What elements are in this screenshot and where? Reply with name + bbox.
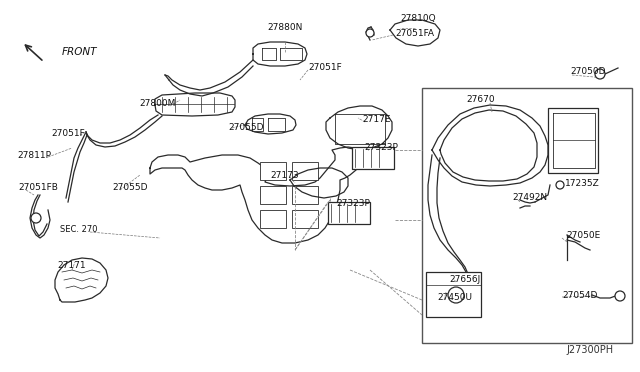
Bar xyxy=(292,210,318,228)
Text: 27811P: 27811P xyxy=(17,151,51,160)
Circle shape xyxy=(595,69,605,79)
Text: 27055D: 27055D xyxy=(112,183,147,192)
Text: 17235Z: 17235Z xyxy=(565,179,600,187)
Text: 27050D: 27050D xyxy=(570,67,605,77)
Text: 27054D: 27054D xyxy=(562,291,597,299)
Bar xyxy=(352,147,394,169)
Bar xyxy=(426,272,481,317)
Bar xyxy=(260,162,286,180)
Text: 27050E: 27050E xyxy=(566,231,600,240)
Text: 27323P: 27323P xyxy=(336,199,370,208)
Text: 27323P: 27323P xyxy=(364,144,398,153)
Bar xyxy=(292,186,318,204)
Text: 27051F: 27051F xyxy=(308,64,342,73)
Bar xyxy=(292,162,318,180)
Text: 27173: 27173 xyxy=(270,170,299,180)
Text: 27051FA: 27051FA xyxy=(395,29,434,38)
Text: 27656J: 27656J xyxy=(449,276,480,285)
Text: 2717E: 2717E xyxy=(362,115,390,125)
Text: 27051FB: 27051FB xyxy=(18,183,58,192)
Text: 27051F: 27051F xyxy=(51,128,85,138)
Text: 27450U: 27450U xyxy=(437,294,472,302)
Circle shape xyxy=(366,29,374,37)
Circle shape xyxy=(31,213,41,223)
Text: 27055D: 27055D xyxy=(228,122,264,131)
Circle shape xyxy=(556,181,564,189)
Circle shape xyxy=(448,287,464,303)
Bar xyxy=(422,88,632,343)
Text: 27171: 27171 xyxy=(57,262,86,270)
Text: 27800M: 27800M xyxy=(140,99,176,109)
Text: J27300PH: J27300PH xyxy=(566,345,614,355)
Text: 27880N: 27880N xyxy=(268,23,303,32)
Text: 27810Q: 27810Q xyxy=(400,13,436,22)
Text: 27492N: 27492N xyxy=(512,193,547,202)
Text: SEC. 270: SEC. 270 xyxy=(60,225,97,234)
Bar xyxy=(548,108,598,173)
Bar xyxy=(260,186,286,204)
Text: FRONT: FRONT xyxy=(62,47,97,57)
Circle shape xyxy=(615,291,625,301)
Bar xyxy=(328,202,370,224)
Bar xyxy=(260,210,286,228)
Text: 27670: 27670 xyxy=(467,96,495,105)
